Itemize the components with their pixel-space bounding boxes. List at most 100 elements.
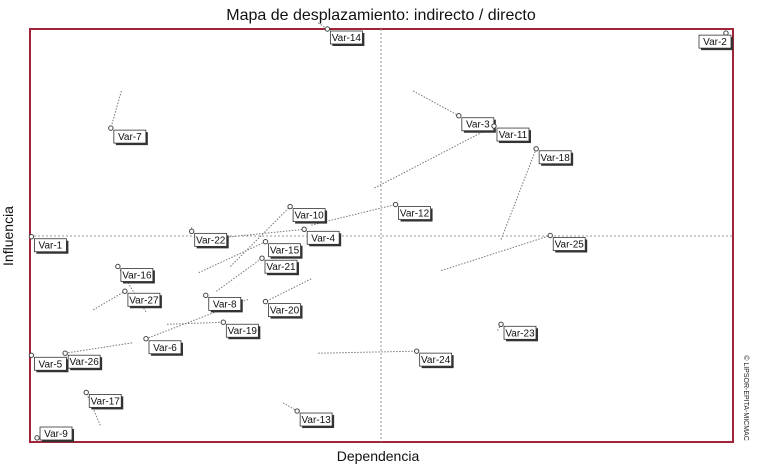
point-label: Var-10 [292,208,328,224]
data-point [498,321,504,327]
point-label: Var-19 [225,323,261,340]
data-point [301,226,307,233]
y-axis-label: Influencia [0,206,16,266]
data-point [34,435,40,441]
point-label-text: Var-6 [153,343,177,354]
label-box [419,352,453,367]
displacement-arrow [311,204,396,226]
point-label-text: Var-14 [332,33,362,44]
label-box [698,34,732,49]
data-point [413,348,420,354]
point-label-text: Var-20 [270,306,300,317]
point-label-text: Var-15 [270,246,300,257]
data-point [28,234,35,240]
point-label-text: Var-21 [266,262,296,273]
point-label-text: Var-7 [118,132,142,143]
point-label-text: Var-10 [294,211,324,222]
point-label-text: Var-11 [499,130,528,141]
point-label: Var-26 [67,354,103,371]
label-box [538,150,572,165]
point-label-text: Var-9 [44,429,68,440]
displacement-arrow [265,278,312,303]
data-point [108,125,114,131]
point-label-text: Var-24 [421,355,451,366]
data-point [491,123,497,129]
data-point [259,255,265,261]
point-label-text: Var-18 [541,153,571,164]
point-label-text: Var-1 [39,241,63,252]
data-point [262,298,269,305]
data-point [28,352,35,358]
data-point [294,408,300,414]
data-point [220,319,227,325]
point-label: Var-11 [496,127,531,144]
point-label: Var-23 [503,325,539,342]
label-box [329,30,363,45]
point-label: Var-12 [398,206,433,222]
point-label-text: Var-22 [196,235,226,246]
data-point [324,26,331,32]
label-box [113,129,147,144]
data-point [122,288,128,294]
label-box [127,292,161,307]
displacement-arrow [412,90,460,117]
label-box [148,340,182,355]
label-box [398,206,431,220]
label-box [306,230,340,245]
point-label-text: Var-12 [400,209,430,220]
displacement-arrow [497,324,502,331]
label-box [88,394,122,408]
point-label-text: Var-4 [311,233,335,244]
point-label: Var-13 [299,412,335,429]
point-label-text: Var-16 [122,270,152,281]
x-axis-label: Dependencia [337,448,420,464]
point-label-text: Var-13 [301,415,331,426]
point-label: Var-15 [268,243,303,259]
data-point [83,389,89,396]
label-box [268,303,301,317]
data-point [287,203,293,210]
label-box [67,354,101,369]
label-box [503,325,537,340]
point-label: Var-7 [113,129,148,146]
point-label: Var-17 [88,394,124,410]
data-point [62,350,68,356]
point-label-text: Var-25 [555,240,585,251]
point-label-text: Var-27 [129,295,159,306]
data-point [188,228,195,235]
displacement-arrow [318,350,417,354]
data-point [115,263,121,270]
point-label: Var-27 [127,292,162,309]
data-point [547,232,553,239]
point-label: Var-25 [552,237,588,253]
point-label: Var-4 [306,230,342,247]
label-box [34,356,67,371]
displacement-arrow [216,257,263,292]
displacement-arrow [230,206,291,267]
point-label: Var-16 [120,268,155,284]
label-box [34,238,67,253]
displacement-arrow [167,321,224,325]
point-label-text: Var-8 [213,299,237,310]
displacement-arrow [441,235,551,272]
displacement-arrows [65,22,551,426]
point-label: Var-2 [698,34,733,51]
data-point [143,336,149,342]
data-point [533,146,539,152]
point-label-text: Var-19 [228,326,258,337]
point-label-text: Var-26 [70,357,100,368]
data-point [723,30,729,36]
label-box [496,127,530,142]
point-label: Var-18 [538,150,574,166]
label-box [194,232,228,247]
point-label: Var-20 [268,303,303,319]
displacement-arrow [198,241,266,274]
label-box [268,243,301,258]
label-box [120,268,154,282]
point-label: Var-3 [461,117,496,133]
label-box [39,426,73,441]
displacement-arrow [65,342,133,354]
displacement-arrow [110,90,122,129]
point-label: Var-1 [34,238,69,254]
